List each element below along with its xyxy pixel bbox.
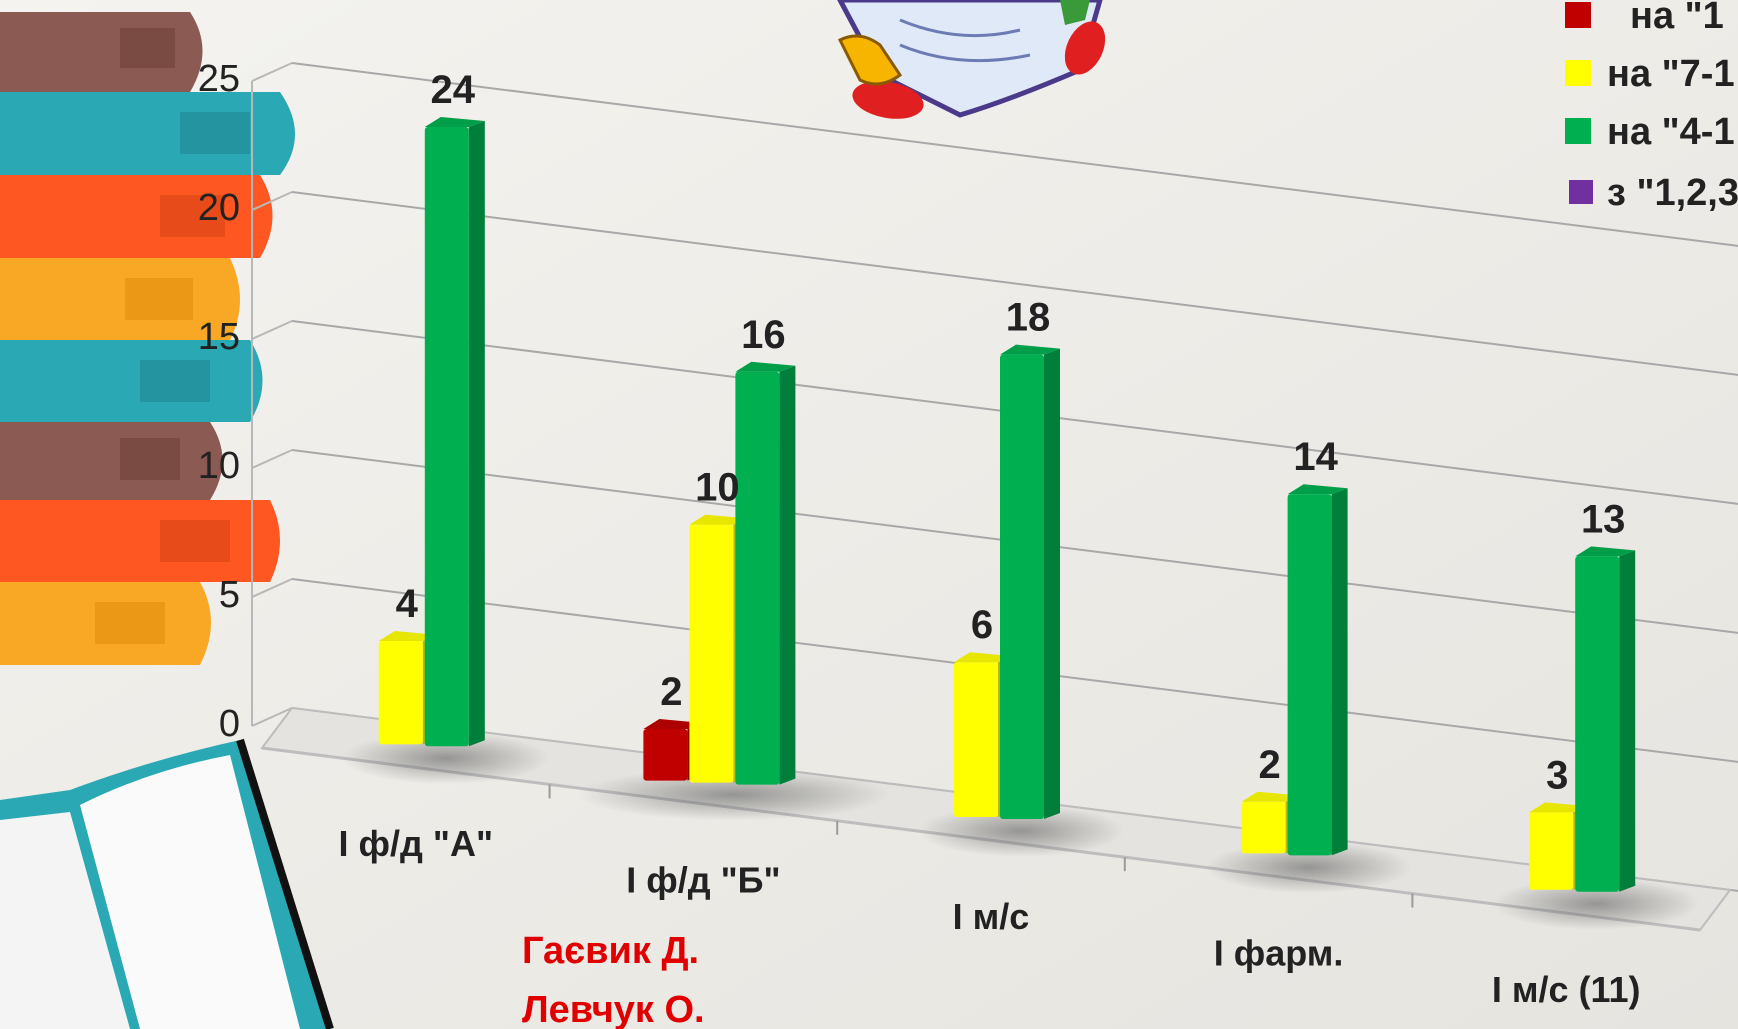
legend-label-1: на "1 — [1630, 0, 1724, 37]
x-tick-label-1: I ф/д "Б" — [626, 860, 780, 901]
bar-top — [1287, 484, 1348, 495]
note-line-1: Гаєвик Д. — [522, 930, 699, 972]
open-book-decoration — [0, 738, 334, 1029]
bar-shadow-2 — [917, 805, 1125, 857]
bar-front — [1000, 354, 1044, 819]
bar-side — [1331, 488, 1348, 856]
legend-swatch-1 — [1565, 2, 1591, 28]
bar-side — [1619, 550, 1636, 892]
bar-top — [643, 719, 704, 729]
data-label-1-2: 16 — [741, 313, 786, 357]
bar-front — [735, 371, 780, 785]
y-tick-0: 0 — [219, 703, 240, 745]
x-tick-label-2: I м/с — [953, 896, 1030, 937]
bar-top — [1575, 546, 1636, 557]
bar-0-2 — [424, 117, 485, 747]
bar-top — [1000, 344, 1060, 355]
bar-shadow-4 — [1492, 877, 1700, 930]
cartoon-book-decoration — [837, 0, 1106, 119]
legend-label-4: з "1,2,3 — [1607, 172, 1738, 214]
bar-1-2 — [735, 361, 796, 785]
bar-side — [779, 365, 796, 785]
bar-top — [735, 361, 796, 372]
y-tick-5: 25 — [198, 58, 240, 100]
legend-swatch-3 — [1565, 118, 1591, 144]
bar-top — [954, 652, 1014, 663]
note-line-2: Левчук О. — [522, 989, 705, 1029]
data-label-3-1: 2 — [1258, 743, 1280, 787]
data-label-3-2: 14 — [1293, 435, 1338, 479]
bar-front — [954, 662, 998, 817]
bar-front — [424, 127, 469, 747]
gridline-wall-2 — [251, 449, 293, 469]
data-label-0-2: 24 — [431, 68, 476, 112]
y-tick-1: 5 — [219, 574, 240, 616]
data-label-1-0: 2 — [660, 670, 682, 714]
bar-front — [1575, 556, 1620, 892]
bar-front — [378, 641, 423, 745]
gridline-wall-4 — [251, 191, 293, 211]
data-label-4-1: 3 — [1546, 753, 1568, 797]
bar-side — [468, 121, 485, 747]
bars — [378, 117, 1636, 892]
legend-swatch-4 — [1569, 180, 1593, 204]
bar-front — [689, 524, 734, 783]
data-labels: 4 24 2 10 16 6 18 2 14 3 13 — [396, 68, 1626, 797]
bar-3-2 — [1287, 484, 1348, 856]
x-tick-label-4: I м/с (11) — [1492, 969, 1641, 1010]
data-label-4-2: 13 — [1581, 497, 1626, 541]
y-tick-3: 15 — [198, 316, 240, 358]
bar-shadow-0 — [342, 732, 550, 785]
bar-top — [689, 514, 750, 525]
books-decoration — [0, 12, 295, 665]
bar-front — [1529, 812, 1574, 890]
data-label-2-1: 6 — [971, 603, 993, 647]
bar-front — [643, 729, 688, 781]
bar-top — [378, 631, 439, 641]
legend-label-3: на "4-1 — [1607, 111, 1735, 153]
data-label-0-1: 4 — [396, 582, 419, 626]
x-tick-label-0: I ф/д "А" — [339, 823, 494, 864]
x-tick-label-3: I фарм. — [1214, 932, 1344, 973]
bar-shadow-1 — [577, 768, 890, 821]
gridline-wall-1 — [251, 578, 293, 598]
y-tick-2: 10 — [198, 445, 240, 487]
gridline-wall-5 — [251, 62, 293, 82]
bar-shadow-3 — [1205, 841, 1413, 894]
chart-floor — [260, 706, 1732, 932]
legend-swatch-2 — [1565, 60, 1591, 86]
y-axis: 0 5 10 15 20 25 — [198, 58, 240, 745]
data-label-1-1: 10 — [695, 466, 740, 510]
legend: на "1 на "7-1 на "4-1 з "1,2,3 — [1565, 0, 1738, 214]
bar-top — [424, 117, 485, 127]
bar-top — [1529, 802, 1590, 813]
bar-front — [1241, 801, 1286, 854]
bar-4-2 — [1575, 546, 1636, 892]
bar-side — [1044, 348, 1060, 819]
gridline-5 — [291, 62, 1738, 247]
bar-top — [1241, 791, 1302, 802]
gridline-wall-0 — [251, 707, 293, 727]
gridline-4 — [291, 191, 1738, 376]
data-label-2-2: 18 — [1006, 296, 1051, 340]
gridline-wall-3 — [251, 320, 293, 340]
bar-2-2 — [1000, 344, 1060, 819]
bar-front — [1287, 494, 1332, 856]
legend-label-2: на "7-1 — [1607, 53, 1735, 95]
x-axis: I ф/д "А" I ф/д "Б" I м/с I фарм. I м/с (11) — [339, 784, 1641, 1010]
y-tick-4: 20 — [198, 187, 240, 229]
